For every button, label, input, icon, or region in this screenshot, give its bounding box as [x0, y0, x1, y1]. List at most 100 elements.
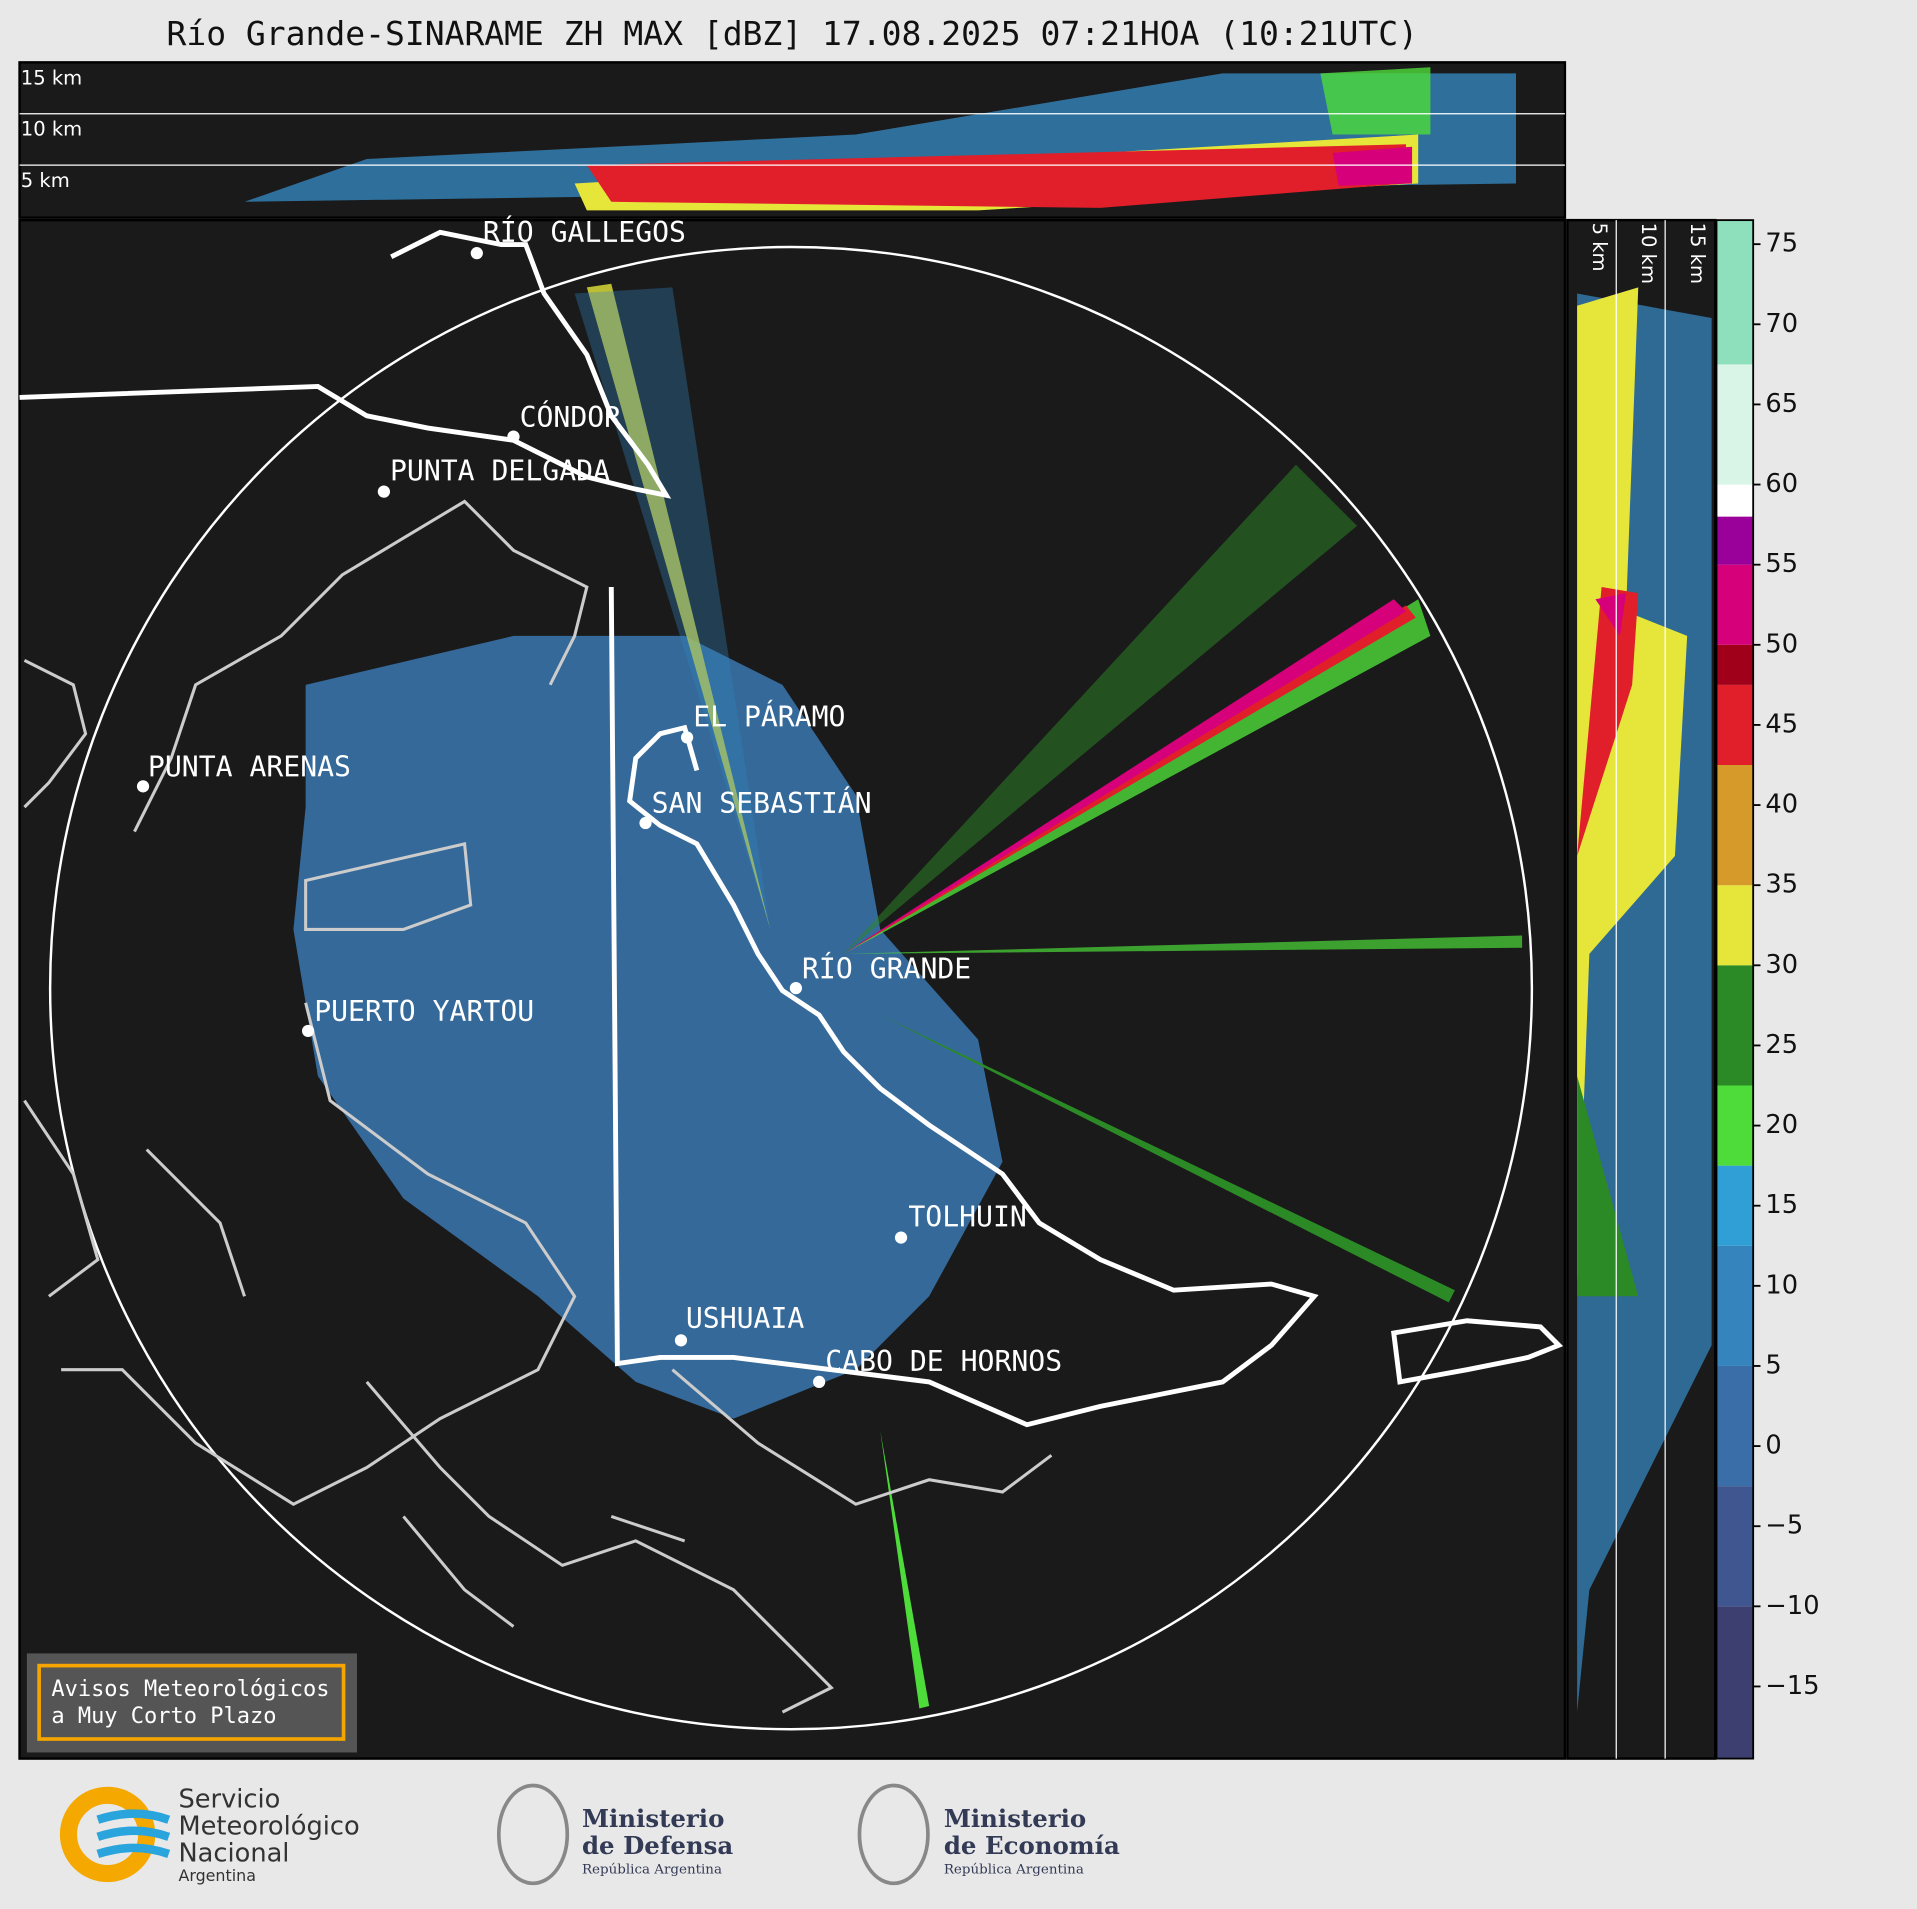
colorbar-band [1716, 684, 1754, 765]
colorbar-tick-label: 20 [1765, 1110, 1798, 1140]
echo-ray [880, 1015, 1455, 1303]
logo-text: República Argentina [944, 1863, 1084, 1878]
height-label: 15 km [21, 66, 82, 89]
notice-line: Avisos Meteorológicos [51, 1677, 329, 1702]
colorbar-tick-label: 35 [1765, 870, 1798, 900]
colorbar-frame [1715, 219, 1755, 1760]
colorbar-band [1716, 965, 1754, 1086]
logo-text: Meteorológico [178, 1811, 359, 1841]
notice: Avisos Meteorológicos a Muy Corto Plazo [26, 1653, 357, 1753]
height-label: 5 km [1588, 223, 1611, 272]
map [18, 218, 1567, 1760]
logo-text: Ministerio [582, 1804, 724, 1833]
coastline-argentina [19, 229, 1564, 1428]
place-marker [894, 1231, 908, 1244]
place-label: RÍO GALLEGOS [483, 215, 686, 249]
shield [857, 1783, 930, 1886]
logo-text: Ministerio [944, 1804, 1086, 1833]
colorbar-band [1716, 220, 1754, 365]
echo [1577, 287, 1688, 1285]
echo [1320, 67, 1431, 135]
place-marker [507, 430, 520, 443]
colorbar-band [1716, 1365, 1754, 1487]
colorbar-tick-label: 15 [1765, 1190, 1798, 1220]
colorbar-tick-label: −10 [1765, 1591, 1819, 1621]
echo-ray [843, 935, 1523, 954]
place-marker [639, 816, 652, 830]
logo-text: Argentina [178, 1866, 255, 1885]
colorbar-tick-label: 40 [1765, 790, 1798, 820]
place-label: CABO DE HORNOS [825, 1345, 1062, 1378]
place-marker [301, 1024, 315, 1038]
colorbar-band [1716, 885, 1754, 966]
colorbar-tick-label: 55 [1765, 549, 1798, 579]
colorbar-band [1716, 644, 1754, 685]
colorbar-band [1716, 484, 1754, 517]
echo-ray [880, 1430, 930, 1709]
colorbar-tick-label: 75 [1765, 229, 1798, 259]
place-label: USHUAIA [686, 1302, 805, 1335]
place-label: TOLHUIN [908, 1201, 1026, 1234]
top-section: 15 km 10 km 5 km [18, 61, 1567, 219]
colorbar-band [1716, 1085, 1754, 1166]
echo-area [293, 635, 1003, 1419]
colorbar-band [1716, 1606, 1754, 1759]
place-marker [789, 982, 803, 995]
colorbar-tick-label: 60 [1765, 469, 1798, 499]
colorbar-tick-label: −15 [1765, 1671, 1819, 1701]
logo-text: de Economía [944, 1831, 1120, 1860]
height-label: 10 km [1637, 223, 1660, 284]
place-marker [136, 780, 150, 793]
colorbar-tick-label: 30 [1765, 950, 1798, 980]
echo [1332, 146, 1413, 186]
place-label: PUNTA DELGADA [390, 455, 610, 488]
place-marker [813, 1375, 826, 1389]
colorbar-tick-label: −5 [1765, 1511, 1803, 1541]
colorbar-tick-label: 0 [1765, 1431, 1781, 1461]
colorbar-band [1716, 516, 1754, 565]
logos: Servicio Meteorológico Nacional Argentin… [59, 1783, 1120, 1886]
colorbar-tick-label: 5 [1765, 1350, 1781, 1380]
height-label: 15 km [1686, 223, 1709, 284]
colorbar-tick-label: 25 [1765, 1030, 1798, 1060]
place-marker [680, 731, 694, 744]
colorbar-tick-label: 45 [1765, 709, 1798, 739]
notice-line: a Muy Corto Plazo [51, 1704, 276, 1729]
notice-border [37, 1663, 346, 1741]
colorbar-band [1716, 1245, 1754, 1366]
place-marker [377, 485, 391, 498]
echo [1577, 587, 1639, 857]
smn-icon [96, 1809, 171, 1859]
echo [1595, 593, 1627, 636]
side-section: 5 km 10 km 15 km [1566, 218, 1717, 1760]
range-ring [48, 245, 1534, 1731]
title: Río Grande-SINARAME ZH MAX [dBZ] 17.08.2… [166, 14, 1417, 53]
coastline [23, 499, 1053, 1714]
colorbar-band [1716, 364, 1754, 485]
logo-text: Nacional [178, 1838, 289, 1868]
height-label: 10 km [21, 118, 82, 141]
colorbar-band [1716, 764, 1754, 886]
echo-ray [574, 287, 771, 930]
colorbar-band [1716, 1486, 1754, 1607]
place-label: PUERTO YARTOU [314, 995, 534, 1028]
place-label: RÍO GRANDE [802, 951, 971, 985]
colorbar-tick-label: 10 [1765, 1270, 1798, 1300]
shield [496, 1783, 570, 1886]
place-label: SAN SEBASTIÁN [652, 786, 872, 820]
colorbar-tick-label: 65 [1765, 389, 1798, 419]
height-label: 5 km [21, 169, 70, 192]
place-label: PUNTA ARENAS [148, 751, 351, 784]
logo-text: Servicio [178, 1784, 280, 1814]
colorbar-band [1716, 564, 1754, 645]
logo-text: República Argentina [582, 1863, 722, 1878]
place-marker [674, 1334, 688, 1347]
colorbar-tick-label: 50 [1765, 629, 1798, 659]
colorbar-tick-label: 70 [1765, 309, 1798, 339]
place-label: EL PÁRAMO [693, 699, 845, 733]
logo-text: de Defensa [582, 1831, 733, 1860]
place-marker [470, 247, 483, 260]
